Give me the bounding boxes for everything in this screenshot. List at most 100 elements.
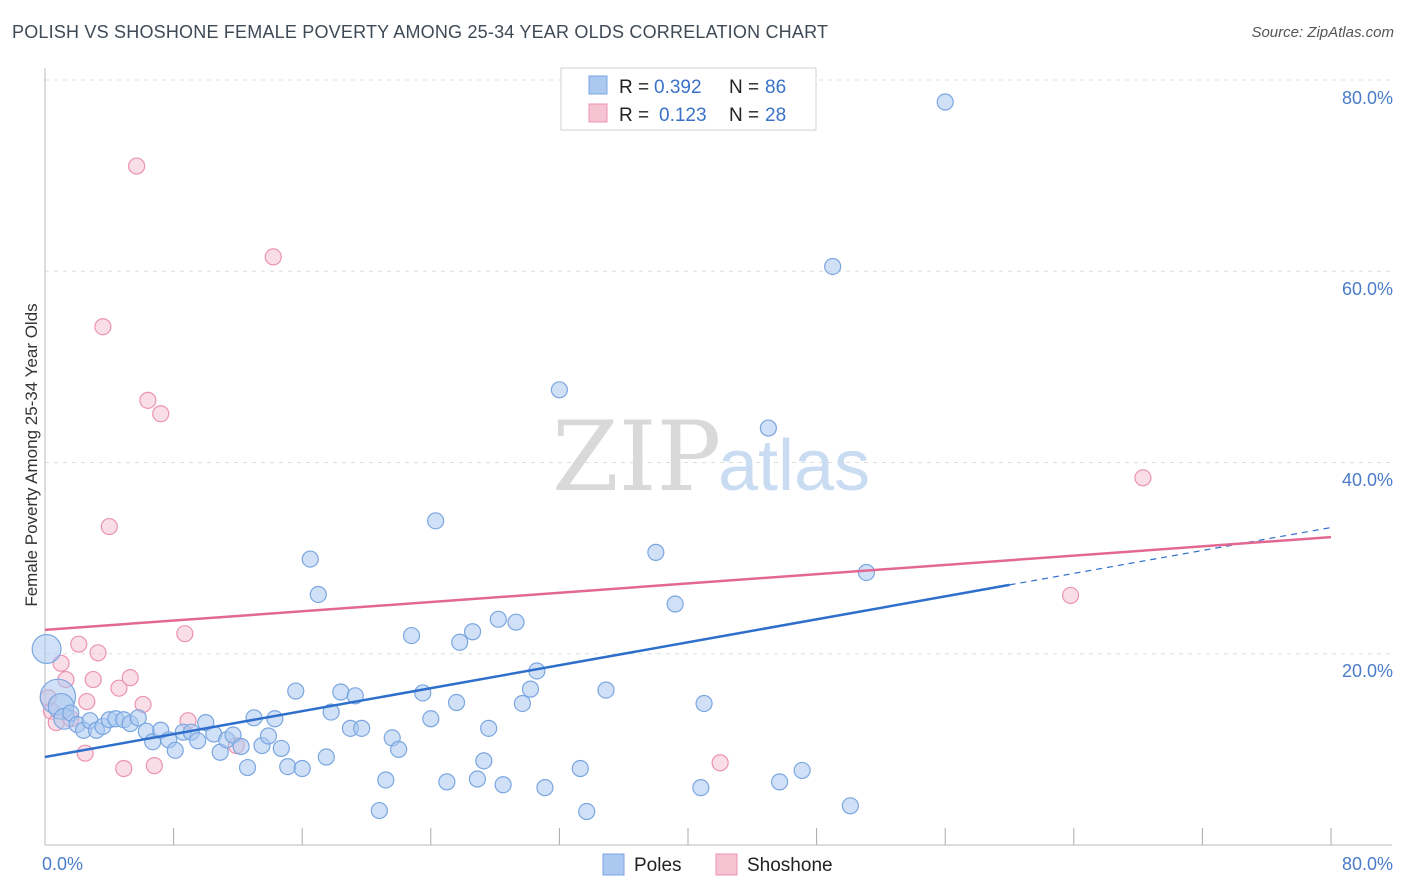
poles-point	[309, 585, 327, 604]
poles-point	[447, 693, 466, 712]
poles-point	[841, 797, 859, 815]
poles-point	[451, 633, 469, 651]
shoshone-point	[152, 405, 170, 423]
shoshone-point	[1134, 469, 1152, 487]
poles-point	[507, 613, 525, 631]
poles-point	[353, 719, 371, 737]
legend-swatch-shoshone	[588, 103, 608, 123]
poles-point	[521, 680, 540, 698]
shoshone-point	[128, 157, 146, 175]
poles-point	[427, 512, 445, 530]
poles-point	[287, 682, 305, 700]
shoshone-point	[78, 692, 96, 711]
poles-point	[370, 801, 388, 820]
x-tick-label-min: 0.0%	[42, 854, 83, 874]
shoshone-point	[139, 391, 157, 409]
poles-point	[463, 623, 482, 641]
watermark-zip: ZIP	[552, 401, 721, 513]
poles-point	[238, 758, 257, 777]
poles-point	[647, 543, 665, 561]
poles-point	[759, 419, 777, 437]
shoshone-point	[145, 757, 163, 775]
poles-point	[571, 759, 589, 778]
legend-n-value: 86	[765, 77, 786, 98]
y-tick-label: 60.0%	[1342, 279, 1393, 299]
poles-point	[166, 741, 184, 759]
bottom-legend-swatch-shoshone	[715, 853, 738, 876]
chart-title: POLISH VS SHOSHONE FEMALE POVERTY AMONG …	[12, 22, 829, 42]
y-tick-label: 20.0%	[1342, 661, 1393, 681]
poles-point	[232, 737, 250, 756]
poles-point	[793, 761, 811, 780]
bottom-legend-shoshone: Shoshone	[747, 855, 833, 876]
poles-point	[936, 93, 954, 111]
legend-swatch-poles	[588, 75, 608, 95]
legend-r-label: R =	[619, 77, 649, 98]
poles-point	[438, 773, 456, 791]
poles-point	[771, 773, 789, 791]
poles-point	[550, 381, 569, 399]
poles-point	[536, 779, 554, 797]
poles-point	[857, 563, 876, 582]
poles-point	[301, 550, 319, 568]
poles-point	[422, 710, 440, 728]
legend-r-value: 0.392	[654, 77, 702, 98]
bottom-legend-swatch-poles	[602, 853, 625, 876]
poles-point	[332, 683, 350, 701]
poles-point	[279, 757, 297, 776]
watermark: ZIP atlas	[552, 401, 870, 513]
poles-trendline	[44, 583, 1010, 759]
legend-box: R = 0.392 N = 86 R = 0.123 N = 28	[560, 67, 817, 131]
poles-point	[475, 752, 493, 770]
poles-point	[578, 802, 596, 821]
bottom-legend: Poles Shoshone	[602, 853, 833, 876]
watermark-atlas: atlas	[718, 426, 870, 506]
legend-r-value: 0.123	[659, 105, 707, 126]
poles-point	[31, 633, 62, 664]
poles-point	[468, 770, 487, 788]
poles-point	[695, 694, 713, 713]
poles-point	[402, 626, 421, 645]
trendlines	[44, 526, 1332, 759]
shoshone-point	[1061, 586, 1080, 605]
y-tick-labels: 80.0% 60.0% 40.0% 20.0%	[1342, 88, 1393, 681]
legend-n-label: N =	[729, 105, 759, 126]
shoshone-point	[110, 679, 128, 697]
shoshone-point	[89, 644, 107, 662]
poles-point	[129, 709, 147, 727]
poles-point	[666, 595, 684, 613]
y-tick-label: 80.0%	[1342, 88, 1393, 108]
legend-n-value: 28	[765, 105, 786, 126]
legend-r-label: R =	[619, 105, 649, 126]
poles-point	[390, 740, 408, 758]
poles-point	[317, 748, 335, 766]
shoshone-point	[100, 517, 118, 536]
shoshone-trendline	[44, 535, 1332, 632]
poles-point	[266, 710, 284, 728]
shoshone-point	[264, 248, 282, 266]
poles-point	[377, 771, 395, 789]
poles-point	[259, 727, 278, 745]
legend-n-label: N =	[729, 77, 759, 98]
gridlines	[45, 79, 1392, 655]
y-tick-label: 40.0%	[1342, 470, 1393, 490]
shoshone-point	[84, 670, 102, 689]
poles-point	[692, 779, 710, 797]
poles-point	[597, 681, 615, 699]
shoshone-point	[115, 759, 133, 778]
poles-point	[494, 776, 512, 794]
poles-point	[480, 719, 498, 737]
source-credit: Source: ZipAtlas.com	[1251, 24, 1394, 41]
shoshone-point	[94, 318, 112, 336]
poles-point	[322, 703, 340, 721]
poles-point	[489, 610, 507, 628]
poles-point	[824, 257, 842, 276]
shoshone-point	[711, 754, 729, 772]
x-tick-label-max: 80.0%	[1342, 854, 1393, 874]
shoshone-point	[121, 669, 139, 687]
shoshone-point	[176, 625, 194, 643]
shoshone-point	[70, 635, 88, 653]
poles-point	[293, 759, 311, 778]
poles-point	[272, 739, 290, 758]
